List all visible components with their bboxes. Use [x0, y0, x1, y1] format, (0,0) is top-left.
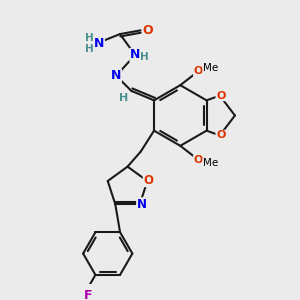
Text: N: N	[137, 198, 147, 211]
Text: H: H	[119, 94, 128, 103]
Text: N: N	[111, 69, 122, 82]
Text: methyl: methyl	[207, 63, 212, 64]
Text: Me: Me	[203, 63, 218, 73]
Text: O: O	[194, 66, 203, 76]
Text: O: O	[142, 24, 153, 37]
Text: N: N	[94, 37, 104, 50]
Text: H: H	[85, 44, 94, 54]
Text: H: H	[140, 52, 149, 62]
Text: O: O	[216, 91, 225, 100]
Text: N: N	[130, 48, 140, 62]
Text: methyl: methyl	[204, 70, 209, 71]
Text: O: O	[194, 155, 203, 165]
Text: H: H	[85, 33, 94, 43]
Text: O: O	[216, 130, 225, 140]
Text: F: F	[84, 289, 92, 300]
Text: O: O	[143, 174, 153, 187]
Text: Me: Me	[203, 158, 218, 168]
